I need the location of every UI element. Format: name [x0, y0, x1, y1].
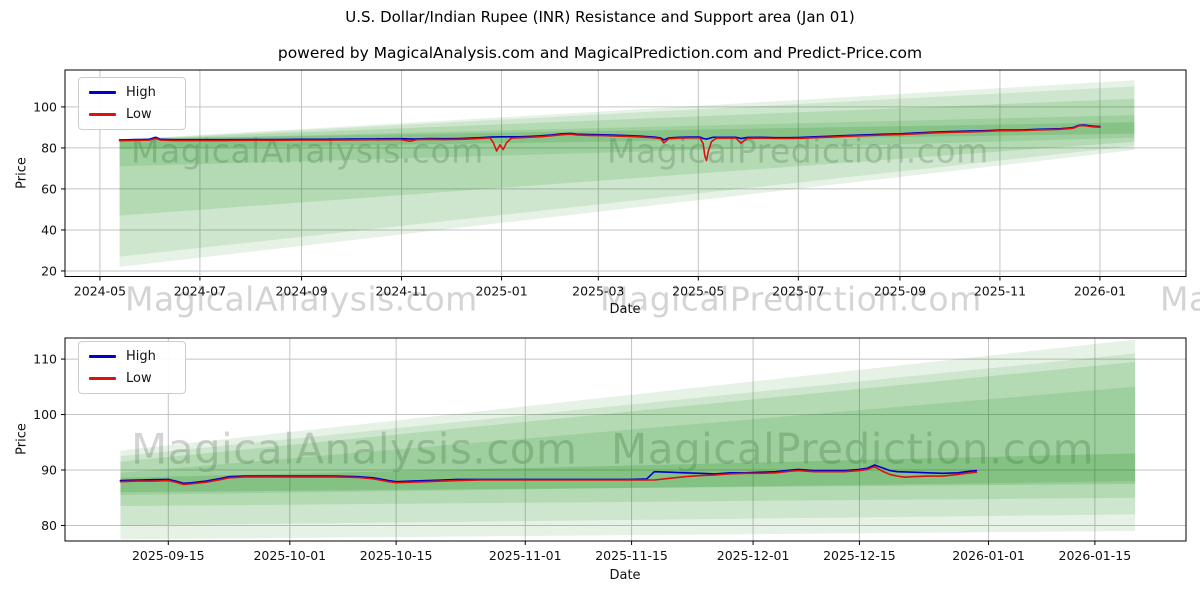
- svg-text:100: 100: [33, 99, 57, 114]
- svg-text:60: 60: [41, 181, 57, 196]
- svg-text:2024-05: 2024-05: [74, 284, 126, 299]
- svg-text:2024-07: 2024-07: [174, 284, 226, 299]
- svg-text:2026-01-01: 2026-01-01: [952, 548, 1025, 563]
- svg-text:2025-03: 2025-03: [572, 284, 624, 299]
- watermark-text: MagicalPrediction.com: [611, 424, 1094, 474]
- legend-bottom-chart: High Low: [78, 341, 186, 394]
- watermark-text: MagicalPrediction.com: [600, 279, 982, 319]
- svg-text:2025-09-15: 2025-09-15: [132, 548, 205, 563]
- legend-item-high: High: [89, 350, 175, 363]
- svg-text:80: 80: [41, 518, 57, 533]
- svg-text:110: 110: [33, 352, 57, 367]
- svg-text:2025-10-01: 2025-10-01: [253, 548, 326, 563]
- legend-top-chart: High Low: [78, 77, 186, 130]
- legend-label: High: [126, 85, 156, 100]
- legend-item-high: High: [89, 86, 175, 99]
- svg-text:40: 40: [41, 222, 57, 237]
- legend-label: Low: [126, 371, 152, 386]
- svg-text:2024-09: 2024-09: [275, 284, 327, 299]
- svg-text:2025-12-01: 2025-12-01: [717, 548, 790, 563]
- figure-title: U.S. Dollar/Indian Rupee (INR) Resistanc…: [345, 8, 855, 26]
- svg-text:2026-01-15: 2026-01-15: [1059, 548, 1132, 563]
- high-line-swatch: [89, 355, 116, 358]
- watermark-text: MagicalAnalysis.com: [131, 424, 578, 474]
- x-axis-label-top: Date: [609, 302, 641, 317]
- x-axis-label-bottom: Date: [609, 568, 641, 583]
- svg-text:2025-05: 2025-05: [672, 284, 724, 299]
- legend-label: Low: [126, 107, 152, 122]
- low-line-swatch: [89, 377, 116, 380]
- legend-item-low: Low: [89, 372, 175, 385]
- svg-text:2025-12-15: 2025-12-15: [823, 548, 896, 563]
- svg-text:2025-11: 2025-11: [974, 284, 1026, 299]
- svg-text:2025-11-01: 2025-11-01: [489, 548, 562, 563]
- low-line-swatch: [89, 113, 116, 116]
- watermark-text: MagicalAnalysis.com: [125, 279, 478, 319]
- svg-text:2025-10-15: 2025-10-15: [360, 548, 433, 563]
- svg-text:2024-11: 2024-11: [375, 284, 427, 299]
- svg-text:90: 90: [41, 463, 57, 478]
- svg-text:80: 80: [41, 140, 57, 155]
- svg-text:20: 20: [41, 263, 57, 278]
- svg-text:2025-09: 2025-09: [874, 284, 926, 299]
- watermark-text: MagicalAnalysis.com: [1160, 279, 1200, 319]
- figure-subtitle: powered by MagicalAnalysis.com and Magic…: [277, 44, 923, 62]
- high-line-swatch: [89, 91, 116, 94]
- svg-text:100: 100: [33, 407, 57, 422]
- legend-item-low: Low: [89, 108, 175, 121]
- svg-text:2025-07: 2025-07: [772, 284, 824, 299]
- svg-text:2025-11-15: 2025-11-15: [595, 548, 668, 563]
- legend-label: High: [126, 349, 156, 364]
- svg-text:2026-01: 2026-01: [1074, 284, 1126, 299]
- svg-text:2025-01: 2025-01: [475, 284, 527, 299]
